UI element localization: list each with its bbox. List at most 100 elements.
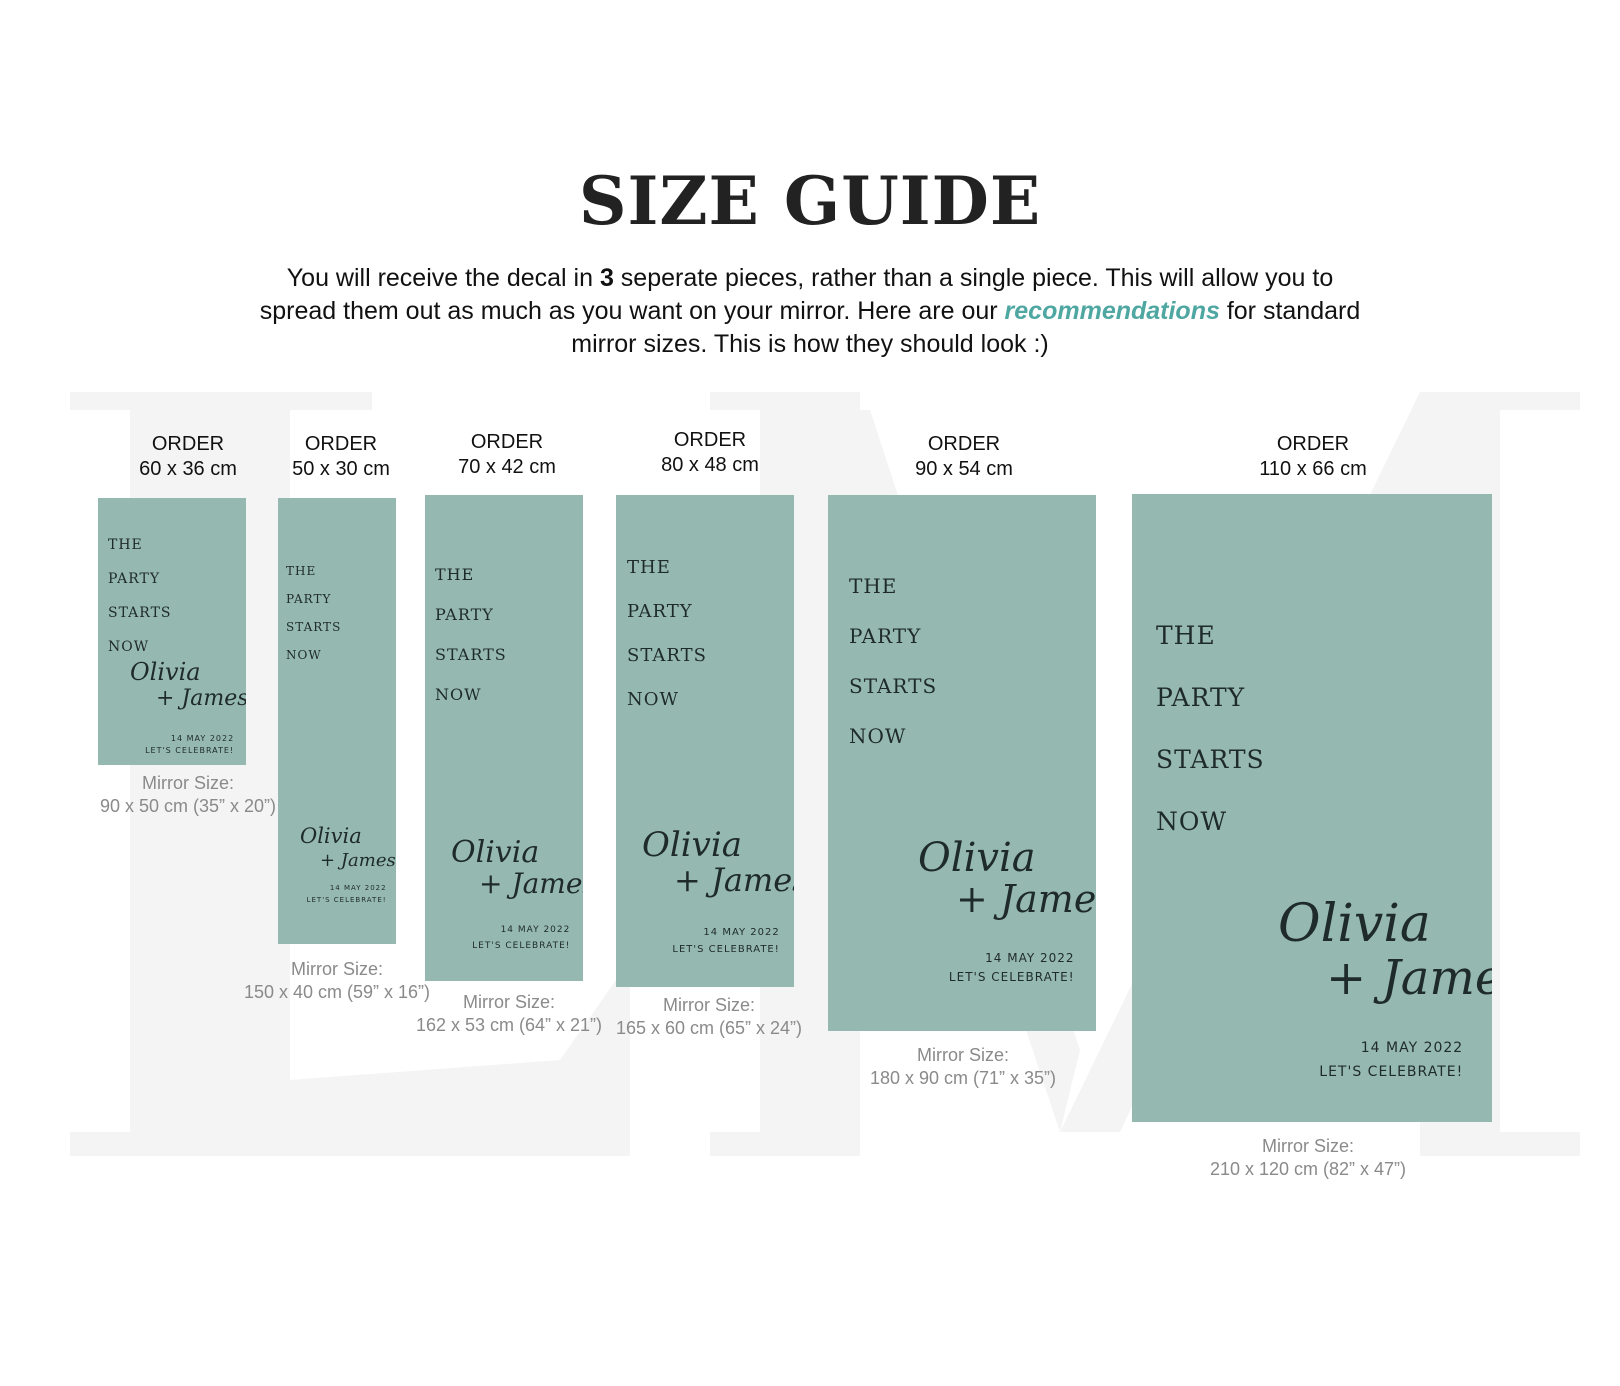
headline-line: NOW bbox=[108, 639, 150, 655]
decal-name-1: Olivia bbox=[130, 658, 201, 686]
headline-line: THE bbox=[435, 565, 475, 584]
order-word: ORDER bbox=[304, 433, 378, 455]
decal-preview-2: THE PARTY STARTS NOW Olivia + James 14 M… bbox=[278, 498, 396, 944]
decal-preview-5: THE PARTY STARTS NOW Olivia + James 14 M… bbox=[828, 495, 1096, 1031]
decal-name-1: Olivia bbox=[642, 825, 742, 865]
decal-headline: THE PARTY STARTS NOW bbox=[435, 545, 507, 725]
decal-name-1: Olivia bbox=[451, 835, 540, 870]
decal-date: 14 MAY 2022 bbox=[703, 927, 780, 938]
order-label-1: ORDER 60 x 36 cm bbox=[88, 432, 288, 482]
mirror-size-1: Mirror Size: 90 x 50 cm (35” x 20”) bbox=[78, 772, 298, 818]
mirror-size-4: Mirror Size: 165 x 60 cm (65” x 24”) bbox=[599, 994, 819, 1040]
headline-line: THE bbox=[108, 537, 143, 553]
recommendations-link[interactable]: recommendations bbox=[1004, 297, 1220, 325]
order-size: 80 x 48 cm bbox=[661, 454, 759, 476]
mirror-label: Mirror Size: bbox=[462, 992, 555, 1012]
page-title: SIZE GUIDE bbox=[578, 162, 1042, 240]
headline-line: STARTS bbox=[1156, 745, 1265, 774]
decal-celebrate: LET'S CELEBRATE! bbox=[145, 746, 235, 755]
mirror-label: Mirror Size: bbox=[662, 995, 755, 1015]
mirror-size-3: Mirror Size: 162 x 53 cm (64” x 21”) bbox=[399, 991, 619, 1037]
decal-headline: THE PARTY STARTS NOW bbox=[627, 535, 707, 733]
headline-line: PARTY bbox=[849, 624, 922, 648]
headline-line: NOW bbox=[627, 689, 680, 710]
headline-line: NOW bbox=[286, 648, 322, 662]
decal-celebrate: LET'S CELEBRATE! bbox=[472, 941, 571, 951]
decal-name-2: + James bbox=[320, 850, 396, 871]
decal-name-2: + James bbox=[479, 867, 583, 900]
decal-name-2: + James bbox=[956, 877, 1096, 921]
headline-line: PARTY bbox=[627, 601, 693, 622]
order-label-5: ORDER 90 x 54 cm bbox=[864, 432, 1064, 482]
mirror-dimensions: 165 x 60 cm (65” x 24”) bbox=[615, 1018, 803, 1038]
decal-name-1: Olivia bbox=[918, 835, 1036, 881]
decal-date: 14 MAY 2022 bbox=[985, 951, 1075, 965]
mirror-dimensions: 90 x 50 cm (35” x 20”) bbox=[99, 796, 277, 816]
headline-line: NOW bbox=[435, 685, 482, 704]
decal-preview-6: THE PARTY STARTS NOW Olivia + James 14 M… bbox=[1132, 494, 1492, 1122]
mirror-size-5: Mirror Size: 180 x 90 cm (71” x 35”) bbox=[853, 1044, 1073, 1090]
decal-date: 14 MAY 2022 bbox=[170, 734, 235, 743]
decal-name-2: + James bbox=[674, 861, 794, 899]
decal-name-2: + James bbox=[1326, 950, 1492, 1006]
decal-name-1: Olivia bbox=[1278, 894, 1431, 954]
headline-line: PARTY bbox=[286, 592, 332, 606]
headline-line: STARTS bbox=[435, 645, 507, 664]
order-label-4: ORDER 80 x 48 cm bbox=[610, 428, 810, 478]
decal-headline: THE PARTY STARTS NOW bbox=[1156, 589, 1265, 868]
decal-headline: THE PARTY STARTS NOW bbox=[286, 550, 341, 676]
mirror-label: Mirror Size: bbox=[916, 1045, 1009, 1065]
order-size: 50 x 30 cm bbox=[292, 458, 390, 480]
order-word: ORDER bbox=[151, 433, 225, 455]
headline-line: NOW bbox=[849, 724, 907, 748]
order-label-2: ORDER 50 x 30 cm bbox=[241, 432, 441, 482]
mirror-dimensions: 162 x 53 cm (64” x 21”) bbox=[415, 1015, 603, 1035]
intro-text-1: You will receive the decal in bbox=[286, 264, 600, 292]
intro-bold-count: 3 bbox=[599, 264, 614, 292]
order-word: ORDER bbox=[1276, 433, 1350, 455]
mirror-dimensions: 210 x 120 cm (82” x 47”) bbox=[1209, 1159, 1407, 1179]
headline-line: STARTS bbox=[849, 674, 938, 698]
decal-preview-1: THE PARTY STARTS NOW Olivia + James 14 M… bbox=[98, 498, 246, 765]
headline-line: PARTY bbox=[108, 571, 161, 587]
decal-celebrate: LET'S CELEBRATE! bbox=[672, 944, 780, 955]
decal-preview-3: THE PARTY STARTS NOW Olivia + James 14 M… bbox=[425, 495, 583, 981]
decal-name-1: Olivia bbox=[300, 824, 362, 848]
decal-preview-4: THE PARTY STARTS NOW Olivia + James 14 M… bbox=[616, 495, 794, 987]
headline-line: THE bbox=[286, 564, 317, 578]
decal-date: 14 MAY 2022 bbox=[329, 884, 387, 892]
order-word: ORDER bbox=[927, 433, 1001, 455]
headline-line: PARTY bbox=[435, 605, 494, 624]
decal-celebrate: LET'S CELEBRATE! bbox=[948, 970, 1075, 984]
order-size: 90 x 54 cm bbox=[915, 458, 1013, 480]
order-size: 110 x 66 cm bbox=[1259, 458, 1367, 480]
headline-line: STARTS bbox=[108, 605, 172, 621]
mirror-dimensions: 150 x 40 cm (59” x 16”) bbox=[243, 982, 431, 1002]
intro-text-2: seperate pieces, rather than a single pi… bbox=[259, 264, 1334, 325]
headline-line: PARTY bbox=[1156, 683, 1246, 712]
mirror-dimensions: 180 x 90 cm (71” x 35”) bbox=[869, 1068, 1057, 1088]
mirror-label: Mirror Size: bbox=[290, 959, 383, 979]
order-word: ORDER bbox=[673, 429, 747, 451]
order-size: 70 x 42 cm bbox=[458, 456, 556, 478]
order-label-3: ORDER 70 x 42 cm bbox=[407, 430, 607, 480]
mirror-size-2: Mirror Size: 150 x 40 cm (59” x 16”) bbox=[227, 958, 447, 1004]
headline-line: THE bbox=[849, 574, 898, 598]
order-size: 60 x 36 cm bbox=[139, 458, 237, 480]
decal-name-2: + James bbox=[156, 686, 246, 711]
mirror-label: Mirror Size: bbox=[1261, 1136, 1354, 1156]
headline-line: THE bbox=[1156, 621, 1216, 650]
order-word: ORDER bbox=[470, 431, 544, 453]
order-label-6: ORDER 110 x 66 cm bbox=[1213, 432, 1413, 482]
decal-celebrate: LET'S CELEBRATE! bbox=[1319, 1064, 1464, 1080]
decal-celebrate: LET'S CELEBRATE! bbox=[306, 896, 387, 904]
mirror-size-6: Mirror Size: 210 x 120 cm (82” x 47”) bbox=[1198, 1135, 1418, 1181]
headline-line: STARTS bbox=[627, 645, 707, 666]
decal-headline: THE PARTY STARTS NOW bbox=[849, 549, 937, 774]
headline-line: STARTS bbox=[286, 620, 342, 634]
decal-date: 14 MAY 2022 bbox=[1360, 1040, 1464, 1056]
decal-date: 14 MAY 2022 bbox=[500, 925, 571, 935]
headline-line: NOW bbox=[1156, 807, 1228, 836]
headline-line: THE bbox=[627, 557, 671, 578]
intro-paragraph: You will receive the decal in 3 seperate… bbox=[250, 262, 1370, 361]
